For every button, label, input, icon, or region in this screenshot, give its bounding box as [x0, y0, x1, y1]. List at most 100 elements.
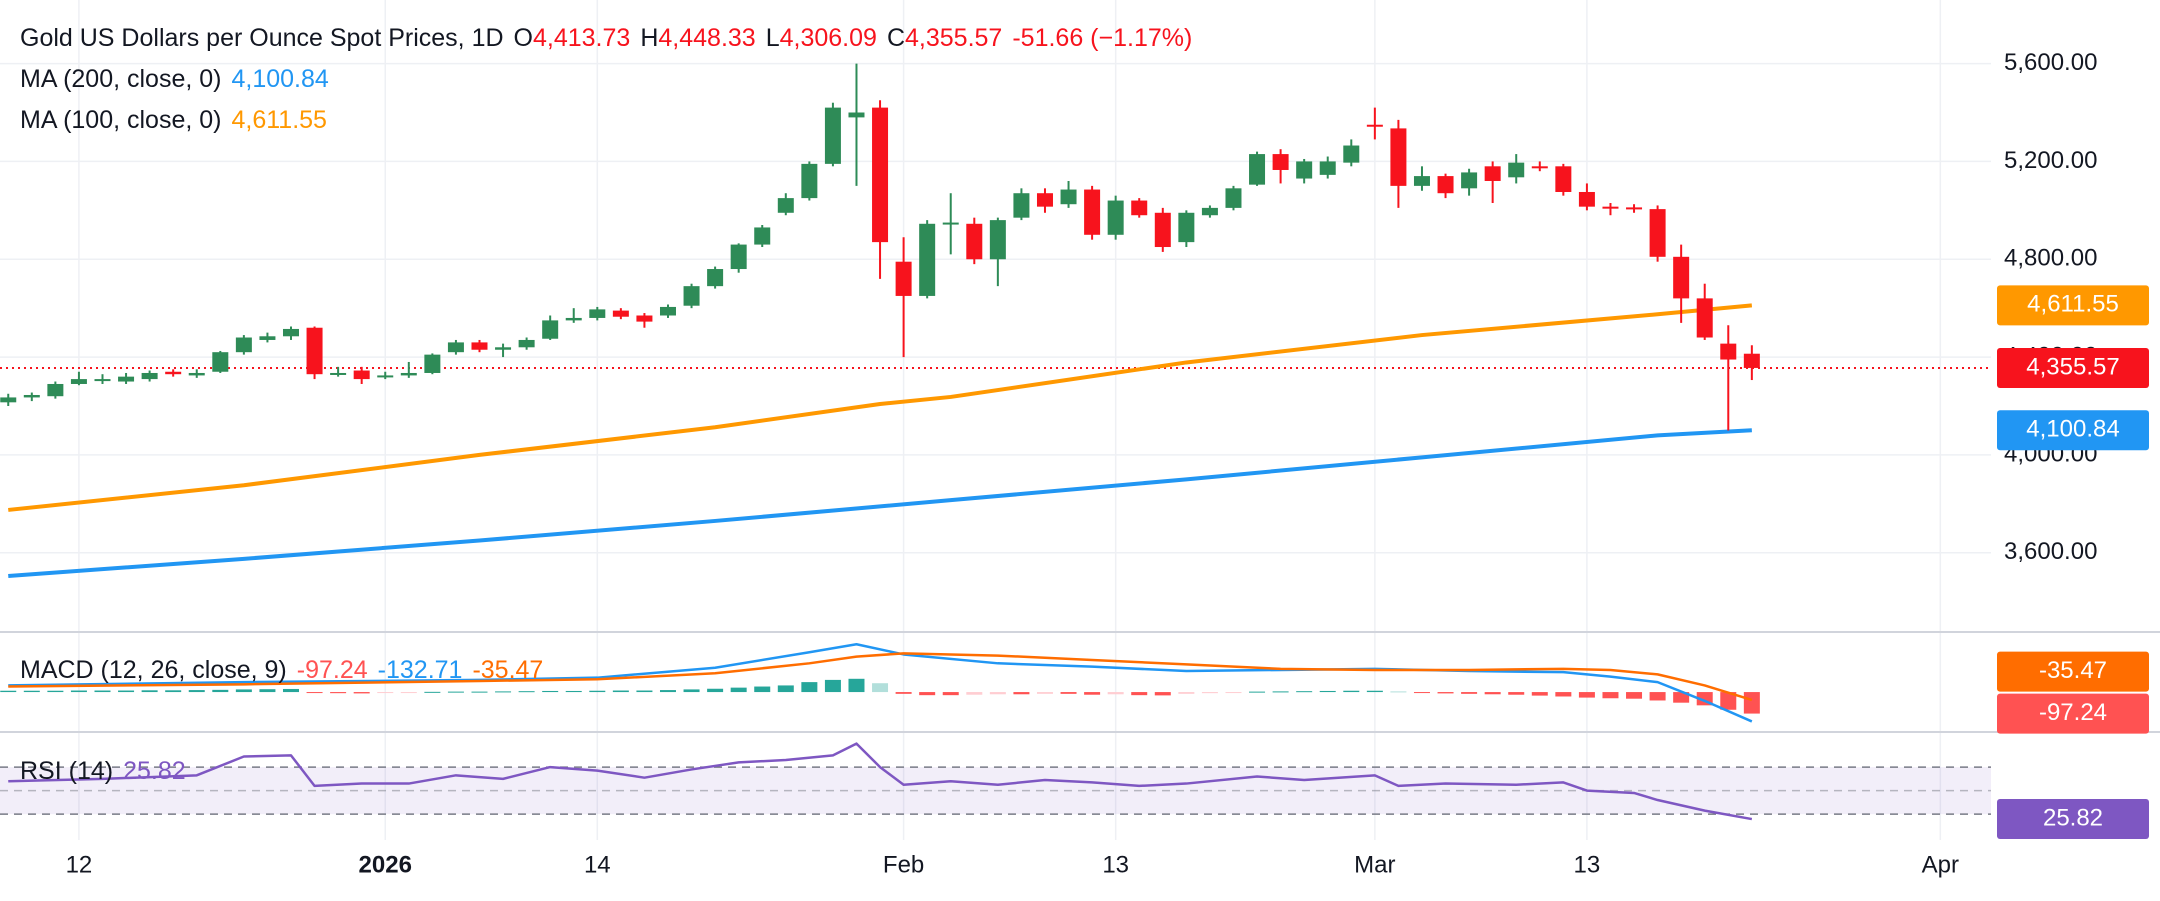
candle-body — [47, 383, 64, 397]
candle-body — [1437, 176, 1454, 194]
candle-body — [1696, 298, 1713, 338]
histogram-bar — [612, 690, 629, 693]
candle-body — [589, 309, 606, 318]
candle-body — [1555, 166, 1572, 192]
candle-body — [377, 375, 394, 378]
histogram-bar — [1225, 692, 1242, 694]
candle-body — [1178, 212, 1195, 243]
candle-body — [1060, 189, 1077, 205]
candle-body — [966, 223, 983, 260]
histogram-bar — [1366, 690, 1383, 693]
histogram-bar — [471, 691, 488, 693]
histogram-bar — [70, 690, 87, 693]
legend-value: -97.24 — [296, 656, 368, 684]
candle-body — [424, 354, 441, 373]
histogram-bar — [777, 685, 794, 693]
histogram-bar — [212, 689, 229, 693]
price-change: -51.66 (−1.17%) — [1012, 24, 1193, 52]
ohlc-value: 4,355.57 — [905, 24, 1003, 52]
histogram-bar — [565, 690, 582, 693]
indicator-title: RSI (14) — [20, 757, 114, 785]
candle-body — [1743, 353, 1760, 368]
histogram-bar — [1013, 692, 1030, 695]
histogram-bar — [353, 692, 370, 694]
histogram-bar — [895, 692, 912, 694]
candle-body — [1084, 189, 1101, 235]
histogram-bar — [1060, 692, 1077, 694]
y-tick-label: 5,600.00 — [2004, 49, 2097, 76]
histogram-bar — [188, 690, 205, 693]
candle-body — [989, 220, 1006, 260]
legend-value: 4,100.84 — [231, 65, 329, 93]
price-tag — [1997, 651, 2149, 692]
x-tick-label: 13 — [1102, 851, 1129, 878]
candle-body — [1272, 154, 1289, 170]
histogram-bar — [1437, 692, 1454, 694]
candle-body — [118, 376, 135, 382]
moving-average-line — [8, 428, 1752, 578]
legend-row: MA (100, close, 0) 4,611.55 — [20, 100, 1202, 141]
candle-body — [518, 339, 535, 348]
candle-body — [872, 107, 889, 243]
candle-body — [471, 342, 488, 350]
candle-body — [1602, 206, 1619, 209]
y-tick-label: 5,200.00 — [2004, 147, 2097, 174]
histogram-bar — [801, 682, 818, 693]
indicator-title: MACD (12, 26, close, 9) — [20, 656, 287, 684]
price-tag — [1997, 347, 2149, 388]
price-tag-label: 4,611.55 — [2027, 291, 2119, 318]
histogram-bar — [165, 690, 182, 693]
histogram-bar — [235, 689, 252, 693]
histogram-bar — [1602, 692, 1619, 699]
candle-body — [447, 342, 464, 353]
histogram-bar — [1343, 690, 1360, 693]
candle-body — [400, 372, 417, 376]
candle-body — [942, 222, 959, 225]
candle-body — [636, 315, 653, 322]
candle-body — [1154, 212, 1171, 248]
histogram-bar — [636, 690, 653, 693]
histogram-bar — [659, 690, 676, 693]
histogram-bar — [1249, 691, 1266, 693]
candle-body — [1036, 193, 1053, 207]
histogram-bar — [1201, 692, 1218, 694]
histogram-bar — [1555, 692, 1572, 697]
macd-legend: MACD (12, 26, close, 9) -97.24 -132.71 -35.… — [20, 650, 553, 691]
histogram-bar — [1461, 692, 1478, 694]
chart-title: Gold US Dollars per Ounce Spot Prices, 1… — [20, 24, 504, 52]
candle-body — [1296, 161, 1313, 179]
ohlc-key: O — [513, 24, 533, 52]
candle-body — [1413, 176, 1430, 186]
histogram-bar — [589, 690, 606, 693]
histogram-bar — [1107, 692, 1124, 695]
candle-body — [895, 261, 912, 296]
candle-body — [707, 269, 724, 287]
x-tick-label: Mar — [1354, 851, 1395, 878]
candle-body — [306, 327, 323, 375]
y-tick-label: 3,600.00 — [2004, 538, 2097, 565]
histogram-bar — [542, 690, 559, 693]
ohlc-key: H — [640, 24, 659, 52]
candle-body — [1107, 200, 1124, 235]
candle-body — [353, 370, 370, 380]
histogram-bar — [47, 690, 64, 693]
candle-body — [1013, 193, 1030, 218]
x-tick-label: Feb — [883, 851, 924, 878]
price-legend: Gold US Dollars per Ounce Spot Prices, 1… — [20, 18, 1202, 141]
candle-body — [1484, 166, 1501, 181]
candle-body — [235, 337, 252, 353]
histogram-bar — [1036, 692, 1053, 694]
histogram-bar — [1649, 692, 1666, 701]
candle-body — [919, 223, 936, 296]
candle-body — [754, 227, 771, 245]
histogram-bar — [1743, 692, 1760, 714]
histogram-bar — [1531, 692, 1548, 696]
candle-body — [212, 352, 229, 372]
candle-body — [777, 198, 794, 213]
legend-row: MA (200, close, 0) 4,100.84 — [20, 59, 1202, 100]
moving-average-line — [8, 303, 1753, 512]
histogram-bar — [1413, 692, 1430, 694]
histogram-bar — [1272, 691, 1289, 693]
